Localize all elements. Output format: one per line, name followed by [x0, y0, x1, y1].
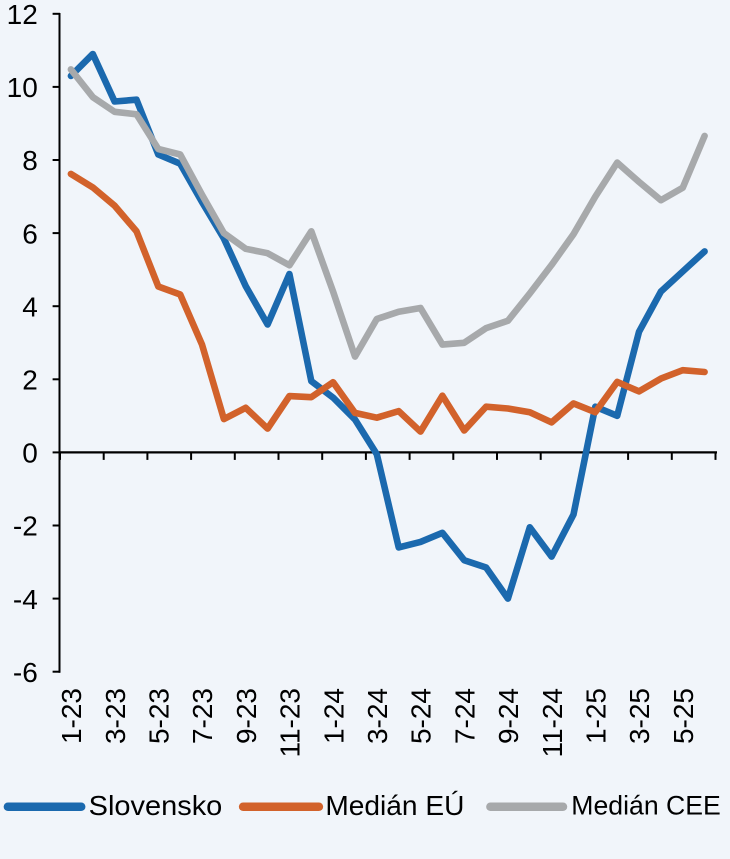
svg-text:3-23: 3-23 [100, 688, 131, 744]
svg-text:11-23: 11-23 [275, 688, 306, 758]
svg-text:5-24: 5-24 [406, 688, 437, 744]
svg-text:-4: -4 [13, 584, 38, 615]
svg-text:Slovensko: Slovensko [89, 790, 223, 821]
svg-text:6: 6 [22, 218, 38, 249]
svg-text:7-23: 7-23 [187, 688, 218, 744]
svg-text:1-24: 1-24 [318, 688, 349, 744]
svg-text:-6: -6 [13, 657, 38, 688]
svg-text:5-25: 5-25 [668, 688, 699, 744]
svg-text:7-24: 7-24 [449, 688, 480, 744]
svg-text:3-25: 3-25 [624, 688, 655, 744]
svg-text:2: 2 [22, 365, 38, 396]
svg-text:Medián EÚ: Medián EÚ [325, 790, 464, 821]
svg-text:0: 0 [22, 438, 38, 469]
svg-text:5-23: 5-23 [144, 688, 175, 744]
svg-text:12: 12 [7, 0, 38, 30]
svg-text:3-24: 3-24 [362, 688, 393, 744]
svg-text:-2: -2 [13, 511, 38, 542]
svg-text:1-23: 1-23 [56, 688, 87, 744]
svg-text:9-24: 9-24 [493, 688, 524, 744]
svg-text:4: 4 [22, 291, 38, 322]
svg-text:1-25: 1-25 [581, 688, 612, 744]
svg-text:11-24: 11-24 [537, 688, 568, 758]
svg-text:8: 8 [22, 145, 38, 176]
svg-text:Medián CEE: Medián CEE [571, 791, 721, 821]
svg-text:10: 10 [7, 72, 38, 103]
svg-text:9-23: 9-23 [231, 688, 262, 744]
